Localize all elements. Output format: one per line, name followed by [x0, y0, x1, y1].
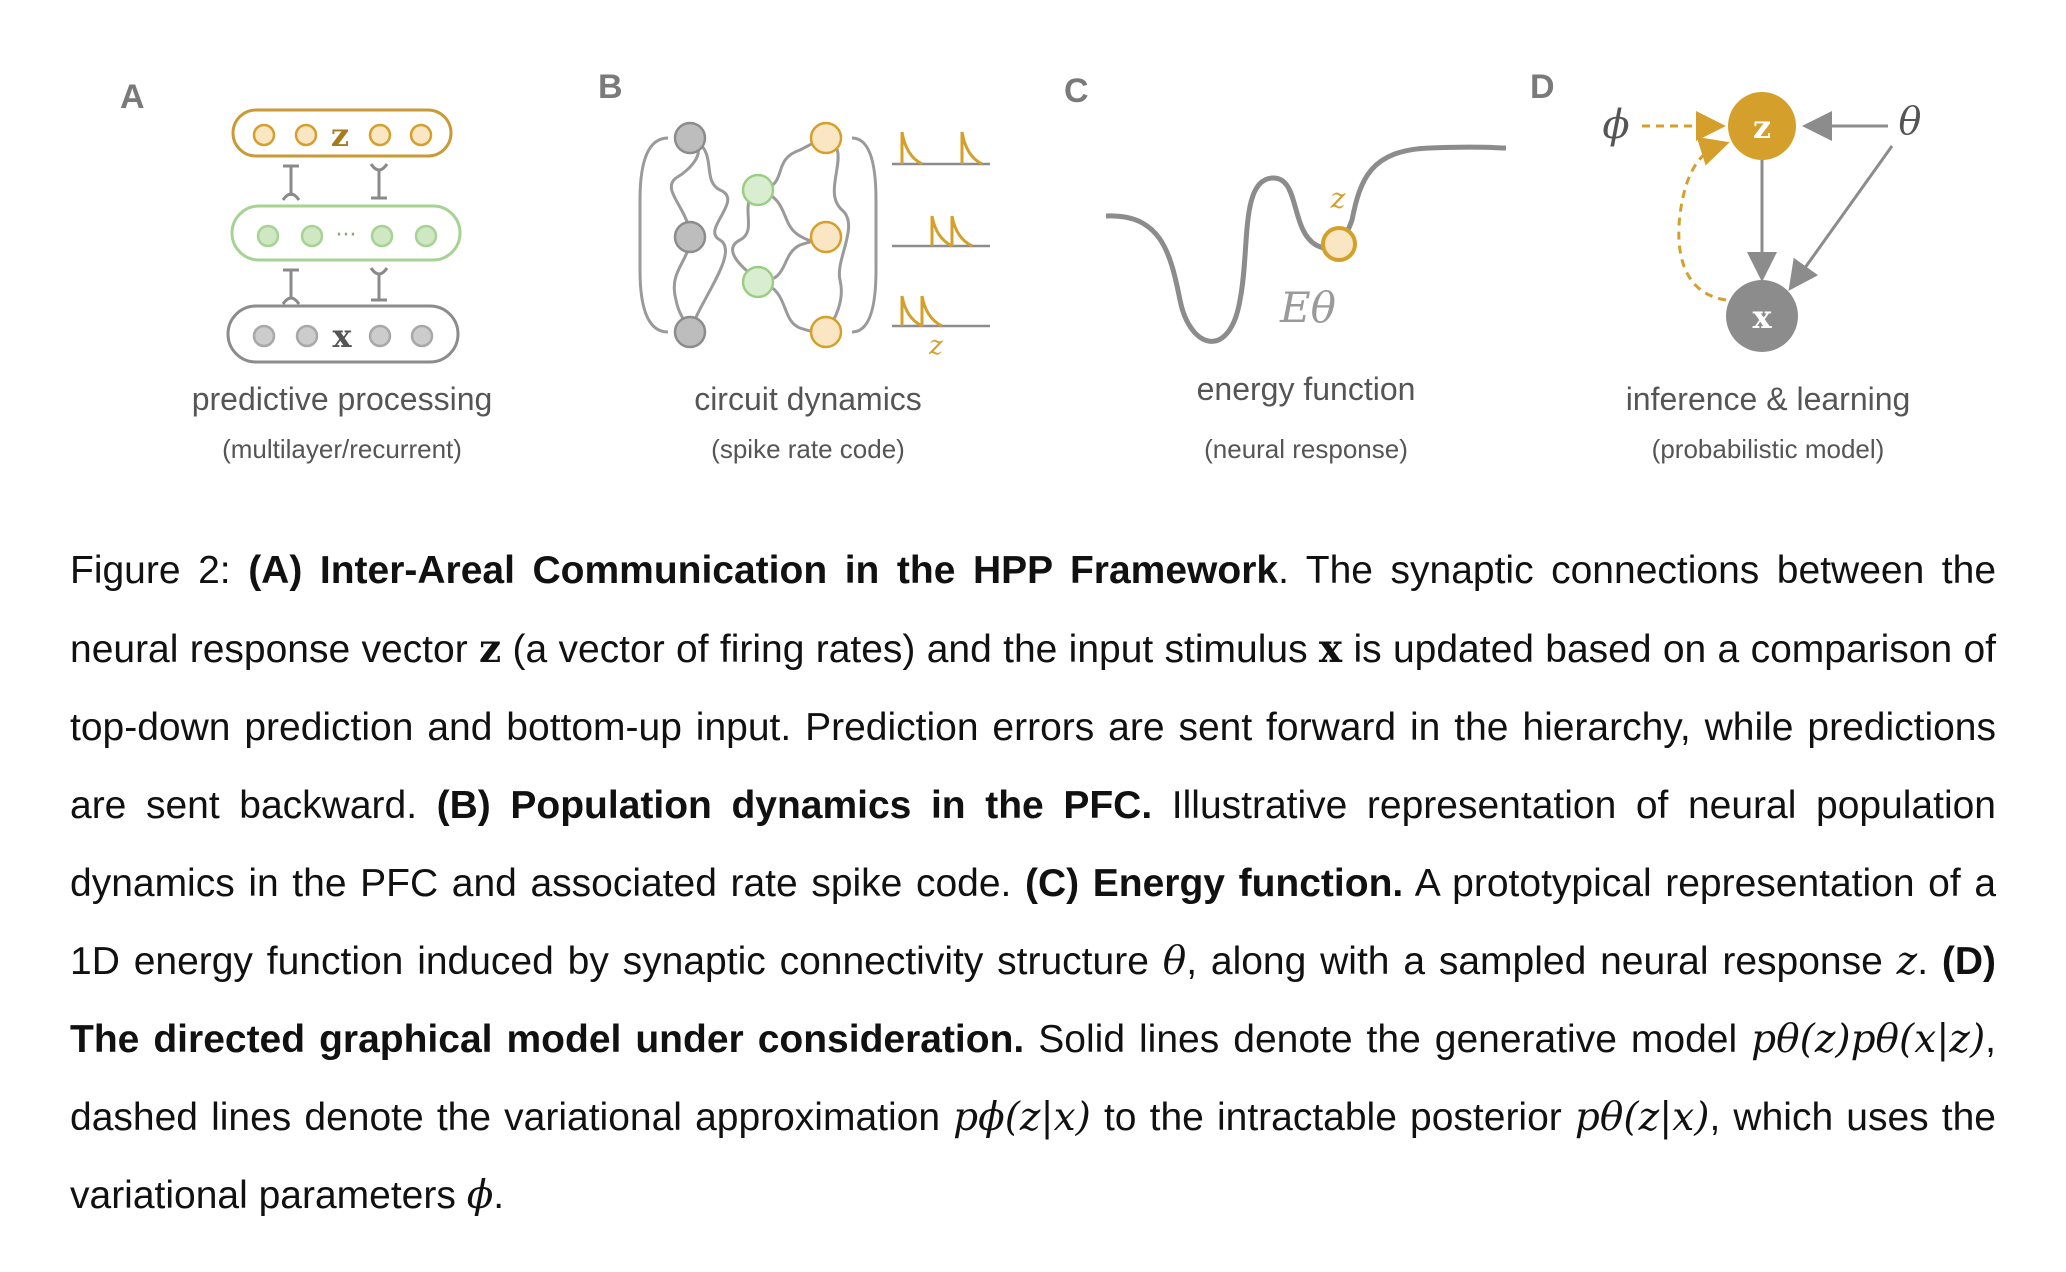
panel-b: B [598, 68, 990, 464]
math-z: z [479, 626, 502, 672]
caption-c-heading: (C) Energy function. [1025, 862, 1404, 905]
node-x [1726, 280, 1798, 352]
ellipsis: ··· [336, 223, 357, 248]
panel-d: D ϕ θ z x inference & learning (probabil… [1530, 68, 1922, 464]
layer-x-label: x [332, 317, 352, 355]
caption-text: . [1917, 940, 1942, 983]
caption-d-heading: (D) The directed graphical model under c… [70, 940, 1996, 1061]
phi-label: ϕ [1602, 102, 1629, 148]
theta-label: θ [1899, 99, 1922, 143]
layer-x [226, 304, 460, 364]
figure-caption: Figure 2: (A) Inter-Areal Communication … [70, 532, 1996, 1235]
energy-curve [1105, 144, 1507, 344]
panel-c: C z Eθ energy function (neural response) [1064, 72, 1507, 464]
caption-prefix: Figure 2: [70, 549, 231, 592]
panel-b-subtitle: (spike rate code) [711, 434, 905, 464]
caption-text: , along with a sampled neural response [1186, 940, 1897, 983]
node-z [1728, 92, 1796, 160]
layer-z [231, 108, 453, 158]
panel-a: A z ··· x predictive processing [120, 78, 492, 464]
math-x: x [1318, 626, 1343, 672]
math-z-italic: z [1896, 939, 1918, 984]
math-theta: θ [1162, 939, 1187, 984]
panel-c-title: energy function [1197, 371, 1416, 407]
sampled-response-marker [1321, 226, 1357, 262]
circuit-connections [638, 136, 878, 334]
panel-d-subtitle: (probabilistic model) [1652, 434, 1885, 464]
panel-c-subtitle: (neural response) [1204, 434, 1408, 464]
spike-trains [892, 131, 990, 328]
node-z-label: z [1753, 108, 1771, 146]
caption-text: , which uses the variational parameters [70, 1096, 1996, 1217]
caption-text: . The synaptic connections between the n… [70, 549, 1997, 671]
math-posterior: pθ(z|x) [1574, 1095, 1710, 1140]
panel-a-subtitle: (multilayer/recurrent) [222, 434, 462, 464]
caption-text: is updated based on a comparison of top-… [70, 628, 1996, 827]
node-x-label: x [1752, 298, 1772, 336]
panel-letter-c: C [1064, 72, 1089, 110]
math-generative-model: pθ(z)pθ(x|z) [1751, 1017, 1986, 1062]
caption-text: Solid lines denote the generative model [1024, 1018, 1752, 1061]
math-variational-approx: pϕ(z|x) [953, 1095, 1091, 1140]
layer-z-label: z [331, 116, 349, 154]
panel-d-title: inference & learning [1626, 381, 1911, 417]
caption-text: (a vector of firing rates) and the input… [501, 628, 1319, 671]
caption-text: , dashed lines denote the variational ap… [70, 1018, 1996, 1139]
panel-letter-b: B [598, 68, 623, 106]
connector-icon [281, 267, 389, 305]
caption-text: to the intractable posterior [1090, 1096, 1575, 1139]
energy-label: Eθ [1279, 283, 1336, 332]
panel-b-title: circuit dynamics [694, 381, 922, 417]
panel-a-title: predictive processing [192, 381, 493, 417]
panel-letter-a: A [120, 78, 145, 116]
caption-b-heading: (B) Population dynamics in the PFC. [436, 784, 1153, 827]
panel-letter-d: D [1530, 68, 1555, 106]
caption-text: A prototypical representation of a 1D en… [70, 862, 1997, 983]
caption-text: . [493, 1174, 505, 1217]
connector-icon [281, 163, 389, 201]
caption-text: Illustrative representation of neural po… [70, 784, 1996, 905]
layer-hidden [230, 204, 462, 262]
caption-a-heading: (A) Inter-Areal Communication in the HPP… [248, 549, 1279, 592]
figure-2-diagram: A z ··· x predictive processing [120, 68, 1922, 464]
math-phi: ϕ [466, 1173, 494, 1218]
spike-z-label: z [928, 331, 943, 361]
energy-z-label: z [1330, 182, 1346, 215]
